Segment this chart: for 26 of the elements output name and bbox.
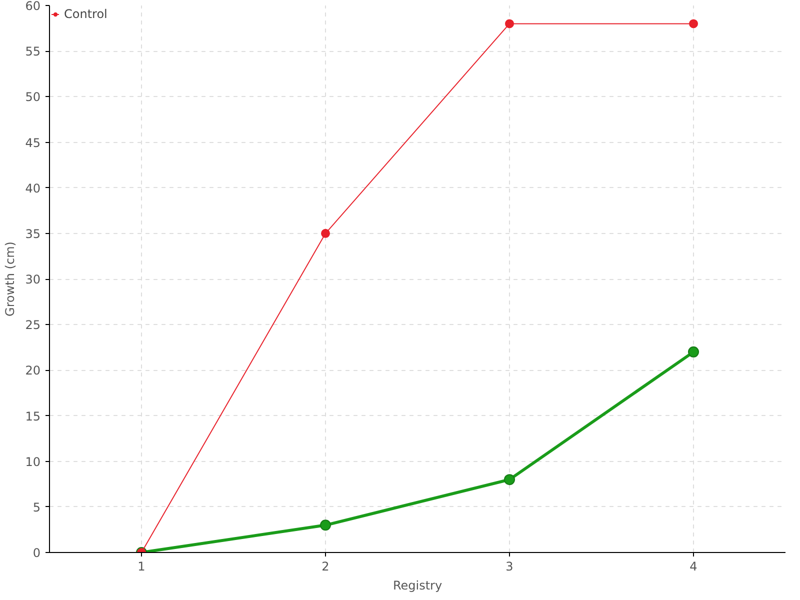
x-tick-label: 2 — [322, 560, 330, 574]
y-tick-label: 45 — [25, 136, 41, 150]
x-tick-label: 3 — [506, 560, 514, 574]
y-axis-title: Growth (cm) — [3, 242, 18, 316]
y-tick-label: 5 — [32, 500, 41, 514]
x-axis-title: Registry — [392, 578, 442, 592]
point — [504, 474, 515, 486]
y-tick-label: 50 — [25, 90, 41, 104]
y-tick-label: 10 — [25, 454, 41, 469]
y-tick-label: 25 — [25, 318, 41, 332]
y-tick-label: 20 — [25, 364, 41, 378]
x-tick-label: 1 — [138, 560, 146, 574]
point — [688, 346, 699, 358]
y-tick-label: 55 — [25, 44, 41, 59]
y-tick-label: 60 — [25, 0, 41, 13]
y-tick-label: 40 — [25, 181, 41, 196]
y-tick-label: 0 — [32, 546, 41, 560]
x-tick-label: 4 — [690, 560, 698, 574]
y-tick-label: 15 — [25, 409, 41, 424]
point — [321, 228, 330, 238]
point — [320, 520, 331, 531]
y-tick-label: 30 — [25, 272, 41, 286]
point — [505, 19, 514, 28]
legend-label: Control — [64, 7, 108, 21]
point — [689, 19, 698, 28]
y-tick-label: 35 — [25, 226, 41, 241]
